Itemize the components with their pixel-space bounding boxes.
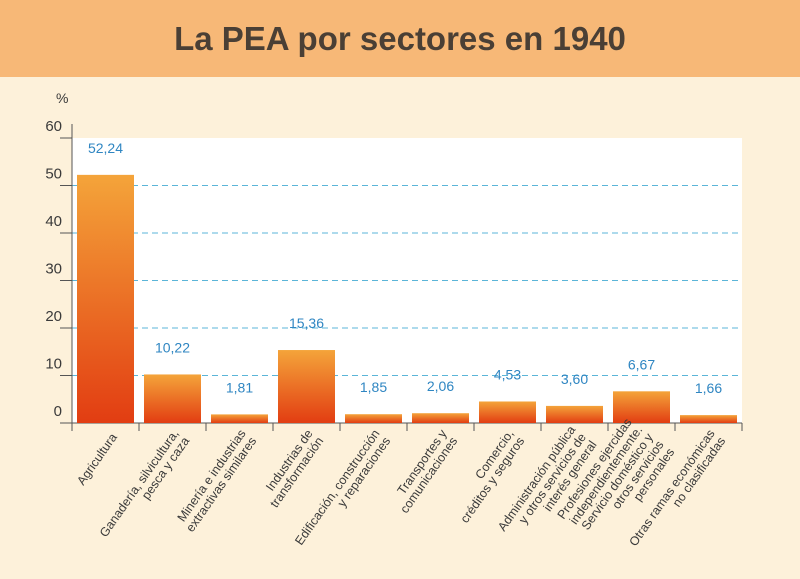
data-label: 4,53 <box>494 366 521 382</box>
bar <box>144 374 201 423</box>
title-banner <box>0 0 800 77</box>
y-tick-label: 20 <box>45 308 62 325</box>
category-label-text: Industrias detransformación <box>257 427 327 510</box>
category-label-text: Transportes ycomunicaciones <box>387 426 461 516</box>
y-tick-label: 0 <box>54 403 62 420</box>
category-label-line: Agricultura <box>74 431 120 488</box>
chart-title: La PEA por sectores en 1940 <box>174 20 626 57</box>
data-label: 1,66 <box>695 380 722 396</box>
data-label: 6,67 <box>628 356 655 372</box>
bar <box>613 391 670 423</box>
y-axis-unit: % <box>56 90 68 106</box>
data-label: 1,81 <box>226 379 253 395</box>
bar <box>680 415 737 423</box>
data-label: 2,06 <box>427 378 454 394</box>
bar <box>211 414 268 423</box>
bar <box>479 401 536 423</box>
data-label: 15,36 <box>289 315 324 331</box>
bar <box>412 413 469 423</box>
y-tick-label: 40 <box>45 213 62 230</box>
category-label: Agricultura <box>74 431 120 488</box>
category-label: Industrias detransformación <box>257 427 327 510</box>
bar <box>77 174 134 423</box>
bar <box>278 350 335 423</box>
data-label: 10,22 <box>155 339 190 355</box>
category-label: Transportes ycomunicaciones <box>387 426 461 516</box>
data-label: 1,85 <box>360 379 387 395</box>
y-tick-label: 60 <box>45 118 62 135</box>
data-label: 52,24 <box>88 140 123 156</box>
y-tick-label: 30 <box>45 261 62 278</box>
category-label-text: Agricultura <box>74 431 120 488</box>
bar <box>345 414 402 423</box>
y-tick-label: 50 <box>45 166 62 183</box>
bar <box>546 405 603 423</box>
y-tick-label: 10 <box>45 356 62 373</box>
data-label: 3,60 <box>561 371 588 387</box>
